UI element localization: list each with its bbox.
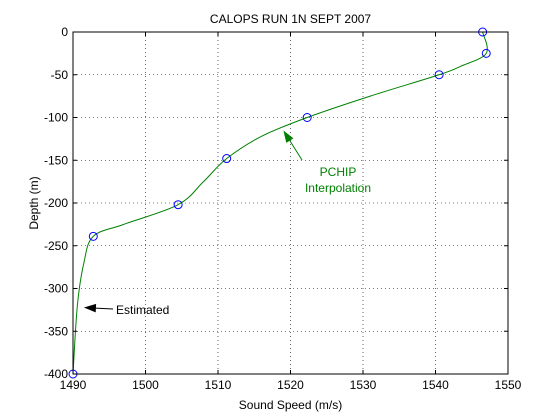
y-tick-label: -150 [44, 153, 68, 167]
y-axis-label: Depth (m) [27, 176, 41, 229]
pchip-annotation-text: PCHIP [320, 165, 357, 179]
plot-area [73, 32, 508, 374]
data-point [222, 154, 232, 164]
estimated-annotation-text: Estimated [116, 303, 169, 317]
annotation-layer: PCHIP Interpolation Estimated [83, 130, 371, 317]
tick-layer: 1490 1500 1510 1520 1530 1540 1550 0 -50 -100 -150… [44, 25, 522, 392]
y-tick-label: -50 [51, 68, 69, 82]
x-tick-label: 1500 [132, 378, 159, 392]
y-tick-label: -100 [44, 111, 68, 125]
data-point [481, 48, 491, 58]
y-tick-label: -200 [44, 196, 68, 210]
data-point [173, 200, 183, 210]
estimated-arrow [83, 303, 114, 313]
x-tick-label: 1490 [60, 378, 87, 392]
series-line-pchip [72, 31, 488, 375]
x-tick-label: 1520 [277, 378, 304, 392]
y-tick-label: -400 [44, 367, 68, 381]
grid [73, 32, 508, 374]
data-point [302, 113, 312, 122]
x-tick-label: 1540 [422, 378, 449, 392]
data-point [88, 231, 98, 241]
x-tick-label: 1530 [350, 378, 377, 392]
x-tick-label: 1510 [205, 378, 232, 392]
chart-title: CALOPS RUN 1N SEPT 2007 [210, 12, 372, 26]
x-axis-label: Sound Speed (m/s) [239, 398, 342, 412]
y-tick-label: -250 [44, 239, 68, 253]
y-tick-label: -300 [44, 282, 68, 296]
x-tick-label: 1550 [495, 378, 522, 392]
data-point [434, 70, 444, 80]
y-tick-label: -350 [44, 324, 68, 338]
pchip-annotation-text: Interpolation [305, 181, 371, 195]
series-layer [72, 31, 488, 375]
pchip-arrow [283, 130, 303, 161]
y-tick-label: 0 [61, 25, 68, 39]
